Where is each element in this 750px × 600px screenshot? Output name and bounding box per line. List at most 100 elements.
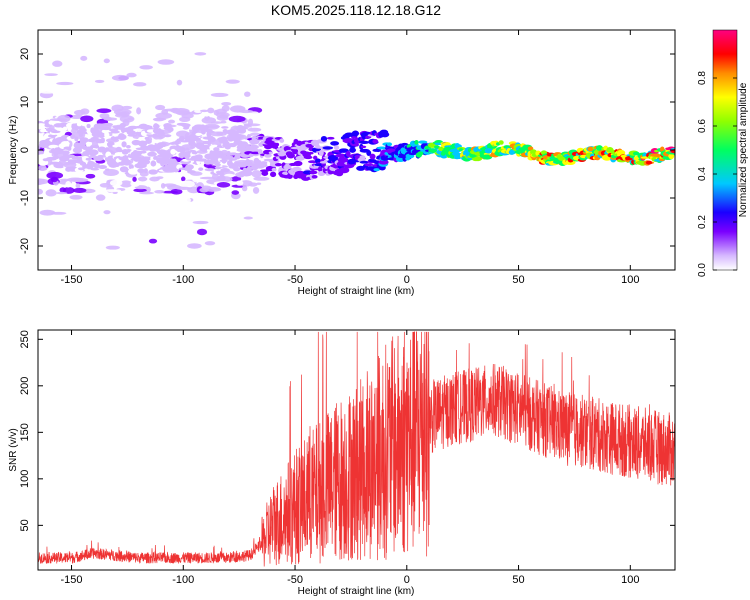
spectrogram-blob [69,194,83,200]
spectrogram-blob [87,160,95,166]
spectrogram-blob [531,156,537,161]
spectrogram-blob [130,180,140,187]
spectrogram-blob [369,153,376,160]
spectrogram-blob [231,190,240,195]
spectrogram-blob [46,171,64,179]
spectrogram-blob [183,196,191,204]
spectrogram-blob [163,122,173,129]
spectrogram-blob [62,150,70,155]
spectrogram-blob [261,170,269,176]
spectrogram-blob [187,243,202,249]
spectrogram-blob [195,132,202,136]
spectrogram-blob [234,153,243,157]
spectrogram-blob [311,175,318,179]
spectrogram-blob [103,210,111,215]
spectrogram-blob [70,134,76,140]
spectrogram-blob [204,241,216,246]
spectrogram-blob [380,131,390,138]
spectrogram-blob [123,162,131,166]
spectrogram-blob [668,153,675,160]
spectrogram-blob [150,160,157,167]
spectrogram-blob [213,109,219,116]
spectrogram-blob [178,116,191,123]
spectrogram-blob [220,167,230,173]
spectrogram-blob [286,173,293,179]
spectrogram-blob [221,189,231,194]
snr-series-line [38,331,675,567]
spectrogram-blob [201,117,217,124]
spectrogram-blob [85,157,91,161]
spectrogram-blob [372,138,379,144]
spectrogram-blob [126,130,136,136]
spectrogram-blob [366,150,372,157]
y-tick-label: 150 [19,423,31,441]
spectrogram-blob [72,217,81,225]
spectrogram-blob [85,141,93,146]
spectrogram-blob [171,108,190,115]
spectrogram-blob [168,119,176,124]
spectrogram-blob [109,179,123,187]
spectrogram-blob [196,228,208,236]
spectrogram-blob [44,73,58,76]
snr-panel: -150 -100 -50 0 50 100 50 100 150 200 250 Height … [8,329,676,597]
colorbar-tick-label: 0.0 [697,263,708,277]
spectrogram-blob [241,185,248,192]
spectrogram-blob [80,115,94,123]
spectrogram-x-ticks: -150 -100 -50 0 50 100 [61,30,639,286]
spectrogram-blob [121,141,127,148]
x-tick-label: 50 [512,274,524,286]
spectrogram-blob [133,82,147,87]
spectrogram-blob [216,131,224,136]
y-tick-label: 250 [19,330,31,348]
spectrogram-blob [155,104,166,111]
spectrogram-blob [66,154,76,159]
x-tick-label: -100 [172,274,194,286]
spectrogram-blob [246,166,252,173]
spectrogram-blob [215,176,233,183]
y-tick-label: 100 [19,470,31,488]
spectrogram-blob [194,109,203,114]
spectrogram-blob [119,180,133,188]
spectrogram-blob [48,134,58,138]
spectrogram-blob [339,167,350,174]
spectrogram-blob [285,151,293,157]
spectrogram-blob [80,55,88,61]
colorbar-tick-label: 0.8 [697,71,708,85]
spectrogram-blob [179,180,195,188]
spectrogram-blob [292,148,299,155]
spectrogram-blob [76,121,82,127]
spectrogram-blob [45,189,57,197]
spectrogram-blob [59,155,70,162]
spectrogram-blob [103,58,110,64]
spectrogram-blob [317,166,323,173]
spectrogram-blob [313,155,318,160]
spectrogram-blob [97,154,104,158]
spectrogram-blob [240,154,250,158]
spectrogram-blob [151,133,159,138]
x-tick-label: 0 [404,274,410,286]
spectrogram-blob [67,146,72,151]
spectrogram-blob [131,156,143,160]
spectrogram-blob [221,105,230,112]
spectrogram-blob [62,126,68,131]
colorbar-ticks: 0.0 0.2 0.4 0.6 0.8 [697,71,737,277]
spectrogram-blob [153,145,164,149]
spectrogram-blob [359,160,369,164]
spectrogram-blob [452,151,461,156]
spectrogram-blob [527,146,534,151]
spectrogram-blob [139,191,155,195]
spectrogram-blob [79,127,87,133]
spectrogram-blob [143,159,150,164]
spectrogram-blob [99,133,104,139]
spectrogram-blob [645,160,653,165]
spectrogram-blob [170,188,183,195]
spectrogram-blob [330,141,340,146]
spectrogram-blob [158,130,165,137]
x-tick-label: -150 [61,274,83,286]
spectrogram-blob [110,130,120,134]
spectrogram-blob [144,136,150,140]
spectrogram-blob [219,170,224,177]
x-tick-label: -50 [287,574,303,586]
spectrogram-blob [221,126,229,129]
spectrogram-blob [616,149,626,156]
